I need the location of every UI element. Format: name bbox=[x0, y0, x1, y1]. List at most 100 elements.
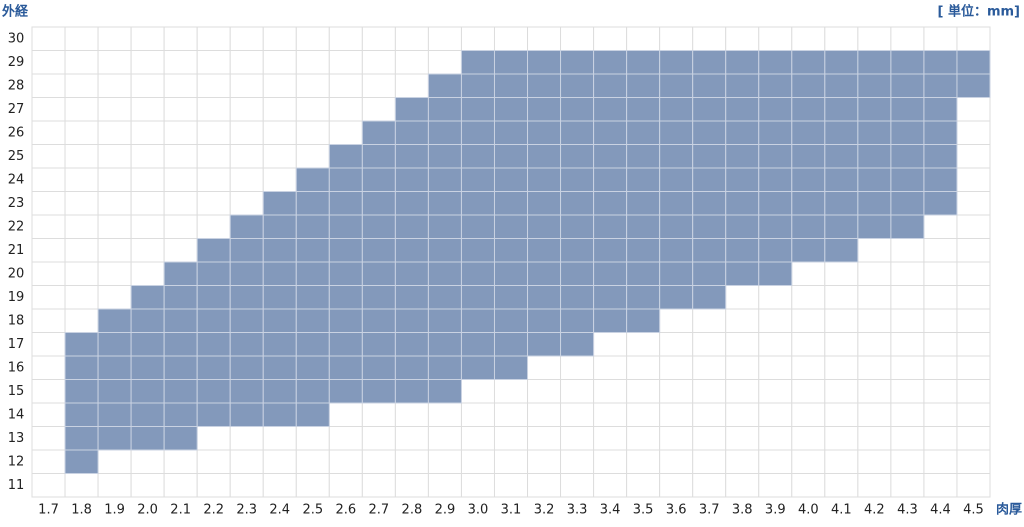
grid-cell bbox=[956, 402, 991, 427]
grid-cell bbox=[692, 26, 727, 51]
grid-cell bbox=[262, 73, 297, 98]
grid-cell bbox=[262, 97, 297, 122]
grid-cell bbox=[659, 355, 694, 380]
grid-cell bbox=[295, 73, 330, 98]
y-tick-label: 14 bbox=[8, 407, 25, 422]
grid-cell bbox=[824, 449, 859, 474]
grid-cell bbox=[692, 402, 727, 427]
grid-cell bbox=[328, 120, 363, 145]
grid-cell bbox=[527, 473, 562, 498]
grid-cell bbox=[64, 26, 99, 51]
grid-cell bbox=[262, 26, 297, 51]
grid-cell bbox=[31, 214, 66, 239]
grid-cell bbox=[857, 402, 892, 427]
grid-cell bbox=[493, 26, 529, 51]
grid-cell bbox=[956, 285, 991, 310]
grid-cell bbox=[361, 426, 396, 451]
grid-cell bbox=[64, 97, 99, 122]
grid-cell bbox=[824, 308, 859, 333]
grid-cell bbox=[427, 449, 462, 474]
grid-cell bbox=[956, 144, 991, 169]
grid-cell bbox=[295, 50, 330, 75]
grid-cell bbox=[97, 167, 132, 192]
grid-cell bbox=[923, 26, 958, 51]
grid-cell bbox=[295, 426, 330, 451]
grid-cell bbox=[196, 214, 231, 239]
grid-cell bbox=[956, 379, 991, 404]
x-tick-label: 3.3 bbox=[567, 503, 588, 518]
grid-cell bbox=[328, 426, 363, 451]
grid-cell bbox=[725, 26, 760, 51]
x-tick-label: 3.5 bbox=[633, 503, 654, 518]
grid-cell bbox=[31, 120, 66, 145]
grid-cell bbox=[659, 26, 694, 51]
grid-cell bbox=[196, 97, 231, 122]
grid-cell bbox=[394, 50, 429, 75]
grid-cell bbox=[196, 191, 231, 216]
x-tick-label: 3.6 bbox=[666, 503, 687, 518]
grid-cell bbox=[923, 449, 958, 474]
grid-cell bbox=[692, 355, 727, 380]
grid-cell bbox=[923, 379, 958, 404]
grid-cell bbox=[890, 379, 925, 404]
grid-cell bbox=[824, 355, 859, 380]
grid-cell bbox=[163, 238, 198, 263]
y-tick-label: 29 bbox=[8, 55, 25, 70]
grid-cell bbox=[791, 355, 826, 380]
grid-cell bbox=[824, 285, 859, 310]
grid-cell bbox=[427, 26, 462, 51]
grid-cell bbox=[593, 449, 628, 474]
grid-cell bbox=[493, 473, 529, 498]
grid-cell bbox=[130, 473, 165, 498]
grid-cell bbox=[97, 285, 132, 310]
grid-cell bbox=[130, 261, 165, 286]
y-tick-label: 21 bbox=[8, 243, 25, 258]
grid-cell bbox=[857, 238, 892, 263]
grid-cell bbox=[229, 120, 264, 145]
grid-cell bbox=[163, 97, 198, 122]
grid-cell bbox=[923, 355, 958, 380]
grid-cell bbox=[956, 426, 991, 451]
grid-cell bbox=[130, 238, 165, 263]
grid-cell bbox=[626, 449, 661, 474]
grid-cell bbox=[791, 332, 826, 357]
grid-cell bbox=[97, 214, 132, 239]
x-tick-label: 4.1 bbox=[831, 503, 852, 518]
grid-cell bbox=[857, 261, 892, 286]
x-tick-label: 2.9 bbox=[435, 503, 456, 518]
grid-cell bbox=[593, 355, 628, 380]
grid-cell bbox=[361, 449, 396, 474]
grid-cell bbox=[560, 402, 595, 427]
grid-cell bbox=[262, 144, 297, 169]
unit-label: [ 単位：mm] bbox=[937, 4, 1020, 20]
grid-cell bbox=[659, 379, 694, 404]
grid-cell bbox=[626, 26, 661, 51]
grid-cell bbox=[725, 379, 760, 404]
grid-cell bbox=[31, 50, 66, 75]
grid-cell bbox=[64, 261, 99, 286]
grid-cell bbox=[824, 26, 859, 51]
grid-cell bbox=[890, 402, 925, 427]
x-tick-label: 2.7 bbox=[369, 503, 390, 518]
x-tick-label: 2.4 bbox=[269, 503, 290, 518]
grid-cell bbox=[295, 473, 330, 498]
grid-cell bbox=[923, 473, 958, 498]
grid-cell bbox=[295, 120, 330, 145]
grid-cell bbox=[229, 73, 264, 98]
grid-cell bbox=[890, 355, 925, 380]
grid-cell bbox=[361, 473, 396, 498]
grid-cell bbox=[163, 120, 198, 145]
grid-cell bbox=[923, 214, 958, 239]
grid-cell bbox=[295, 144, 330, 169]
x-tick-label: 4.4 bbox=[930, 503, 951, 518]
grid-cell bbox=[97, 50, 132, 75]
x-tick-label: 2.0 bbox=[137, 503, 158, 518]
grid-cell bbox=[890, 308, 925, 333]
grid-cell bbox=[527, 402, 562, 427]
grid-cell bbox=[527, 355, 562, 380]
y-tick-label: 11 bbox=[8, 478, 25, 493]
grid-cell bbox=[229, 473, 264, 498]
grid-cell bbox=[758, 402, 793, 427]
grid-cell bbox=[593, 426, 628, 451]
x-tick-label: 2.6 bbox=[335, 503, 356, 518]
